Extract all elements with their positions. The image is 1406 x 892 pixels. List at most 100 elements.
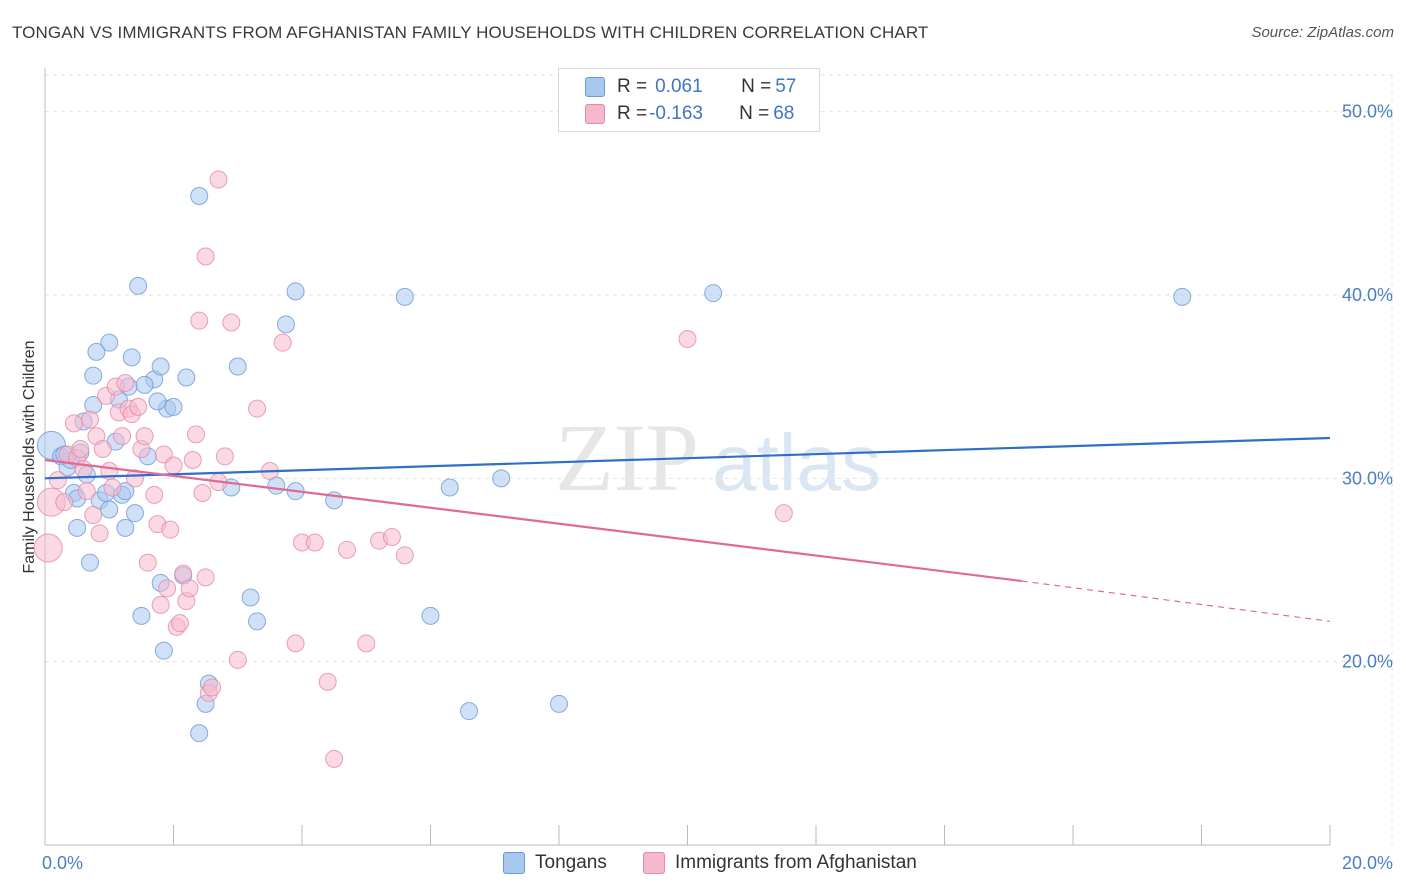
legend-swatch-tongans <box>585 77 605 97</box>
y-axis-label: Family Households with Children <box>21 341 38 574</box>
series-legend-tongans[interactable]: Tongans <box>503 852 607 874</box>
point-afghanistan <box>113 427 132 446</box>
point-afghanistan <box>170 614 189 633</box>
legend-r-value: -0.163 <box>649 103 703 124</box>
point-tongans <box>151 357 170 376</box>
point-afghanistan <box>222 313 241 332</box>
series-swatch-tongans <box>503 852 525 874</box>
series-label-tongans: Tongans <box>535 852 607 873</box>
trend-afghanistan-extension <box>1021 580 1331 622</box>
point-afghanistan <box>129 397 148 416</box>
point-afghanistan <box>158 579 177 598</box>
point-afghanistan <box>209 170 228 189</box>
legend-r-label: R = <box>617 76 648 97</box>
point-afghanistan <box>145 485 164 504</box>
trend-tongans <box>44 436 1331 480</box>
series-legend: Tongans Immigrants from Afghanistan <box>0 852 1406 878</box>
point-afghanistan <box>138 553 157 572</box>
point-afghanistan <box>64 414 83 433</box>
legend-n-value: 68 <box>773 103 795 124</box>
point-afghanistan <box>248 399 267 418</box>
watermark-atlas: atlas <box>712 418 881 507</box>
point-tongans <box>68 518 87 537</box>
trend-lines <box>44 436 1331 622</box>
point-afghanistan <box>71 440 90 458</box>
point-tongans <box>148 392 167 411</box>
point-tongans <box>100 333 119 352</box>
point-tongans <box>492 469 511 488</box>
point-tongans <box>286 282 305 301</box>
x-tick-label: 20.0% <box>1342 853 1393 873</box>
point-afghanistan <box>180 579 199 598</box>
x-tick-label: 0.0% <box>42 853 83 873</box>
point-afghanistan <box>678 330 697 348</box>
point-afghanistan <box>337 540 356 559</box>
point-tongans <box>421 606 440 625</box>
point-tongans <box>116 518 135 537</box>
series-legend-afghanistan[interactable]: Immigrants from Afghanistan <box>643 852 917 874</box>
point-tongans <box>241 588 260 607</box>
point-afghanistan <box>161 520 180 539</box>
legend-n-value: 57 <box>775 76 797 97</box>
point-afghanistan <box>103 478 122 497</box>
chart-source: Source: ZipAtlas.com <box>1251 24 1394 41</box>
series-label-afghanistan: Immigrants from Afghanistan <box>675 852 917 873</box>
y-tick-label: 30.0% <box>1342 468 1393 488</box>
point-tongans <box>190 724 209 743</box>
legend-n-label: N = <box>741 76 772 97</box>
legend-r-value: 0.061 <box>655 76 703 97</box>
point-tongans <box>190 187 209 205</box>
points-layer <box>33 170 1192 768</box>
point-tongans <box>87 342 106 361</box>
point-afghanistan <box>190 311 209 330</box>
point-afghanistan <box>273 333 292 352</box>
point-tongans <box>100 500 119 519</box>
y-tick-label: 40.0% <box>1342 285 1393 305</box>
point-afghanistan <box>305 533 324 552</box>
point-tongans <box>122 348 141 367</box>
point-afghanistan <box>80 410 99 429</box>
y-tick-label: 20.0% <box>1342 652 1393 672</box>
point-tongans <box>177 368 196 387</box>
point-afghanistan <box>325 749 344 768</box>
point-afghanistan <box>48 471 67 490</box>
point-tongans <box>84 366 103 385</box>
point-tongans <box>395 287 414 306</box>
point-afghanistan <box>93 440 112 458</box>
point-afghanistan <box>357 634 376 653</box>
point-afghanistan <box>395 546 414 565</box>
point-afghanistan <box>151 595 170 614</box>
point-afghanistan <box>186 425 205 444</box>
point-afghanistan <box>33 533 63 563</box>
point-tongans <box>228 357 247 376</box>
y-tick-label: 50.0% <box>1342 102 1393 122</box>
point-afghanistan <box>382 528 401 546</box>
point-tongans <box>276 315 295 334</box>
legend-r-label: R = <box>617 103 648 124</box>
point-afghanistan <box>286 634 305 653</box>
point-tongans <box>129 276 148 295</box>
point-afghanistan <box>77 482 96 501</box>
point-afghanistan <box>774 504 793 523</box>
point-tongans <box>550 694 568 713</box>
point-afghanistan <box>125 469 144 488</box>
legend-row-afghanistan: R = -0.163 N = 68 <box>585 102 794 126</box>
point-tongans <box>248 612 267 631</box>
point-tongans <box>164 397 183 416</box>
point-afghanistan <box>90 524 109 543</box>
point-afghanistan <box>164 456 183 475</box>
watermark: ZIP atlas <box>555 404 881 511</box>
legend-n-label: N = <box>739 103 770 124</box>
point-afghanistan <box>116 374 135 392</box>
correlation-legend: R = 0.061 N = 57 R = -0.163 N = 68 <box>558 68 820 132</box>
series-swatch-afghanistan <box>643 852 665 874</box>
point-afghanistan <box>196 247 215 266</box>
chart-title: TONGAN VS IMMIGRANTS FROM AFGHANISTAN FA… <box>12 23 929 42</box>
point-tongans <box>135 375 154 394</box>
point-afghanistan <box>84 506 103 524</box>
point-afghanistan <box>215 447 234 466</box>
point-tongans <box>440 478 459 497</box>
point-afghanistan <box>203 678 222 697</box>
point-tongans <box>154 641 173 660</box>
